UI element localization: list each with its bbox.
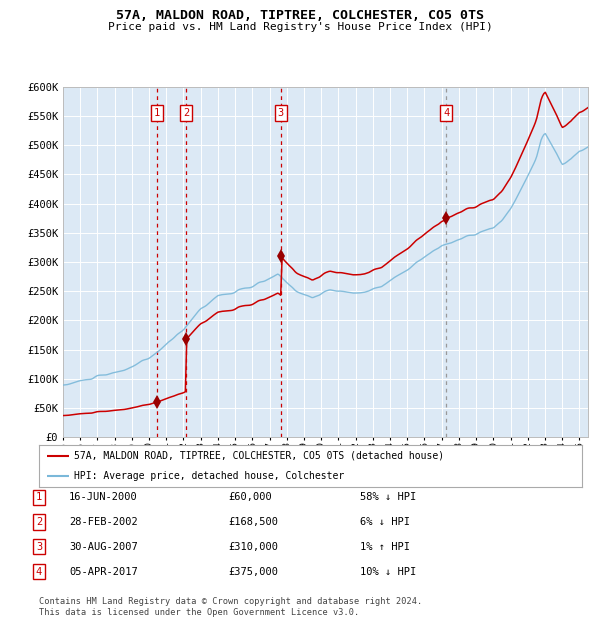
- Text: 4: 4: [36, 567, 42, 577]
- Text: 6% ↓ HPI: 6% ↓ HPI: [360, 517, 410, 527]
- Text: Contains HM Land Registry data © Crown copyright and database right 2024.
This d: Contains HM Land Registry data © Crown c…: [39, 598, 422, 617]
- Text: 2: 2: [36, 517, 42, 527]
- Text: Price paid vs. HM Land Registry's House Price Index (HPI): Price paid vs. HM Land Registry's House …: [107, 22, 493, 32]
- Text: 4: 4: [443, 108, 449, 118]
- Text: 10% ↓ HPI: 10% ↓ HPI: [360, 567, 416, 577]
- Text: 1% ↑ HPI: 1% ↑ HPI: [360, 542, 410, 552]
- Text: 58% ↓ HPI: 58% ↓ HPI: [360, 492, 416, 502]
- Text: £375,000: £375,000: [228, 567, 278, 577]
- Text: 1: 1: [154, 108, 160, 118]
- Text: 05-APR-2017: 05-APR-2017: [69, 567, 138, 577]
- Text: 3: 3: [278, 108, 284, 118]
- Text: £310,000: £310,000: [228, 542, 278, 552]
- Text: 3: 3: [36, 542, 42, 552]
- Text: 57A, MALDON ROAD, TIPTREE, COLCHESTER, CO5 0TS: 57A, MALDON ROAD, TIPTREE, COLCHESTER, C…: [116, 9, 484, 22]
- Text: £60,000: £60,000: [228, 492, 272, 502]
- Text: 16-JUN-2000: 16-JUN-2000: [69, 492, 138, 502]
- Text: 30-AUG-2007: 30-AUG-2007: [69, 542, 138, 552]
- Text: 1: 1: [36, 492, 42, 502]
- Text: 2: 2: [183, 108, 190, 118]
- Text: 28-FEB-2002: 28-FEB-2002: [69, 517, 138, 527]
- Text: HPI: Average price, detached house, Colchester: HPI: Average price, detached house, Colc…: [74, 471, 344, 481]
- Text: £168,500: £168,500: [228, 517, 278, 527]
- Text: 57A, MALDON ROAD, TIPTREE, COLCHESTER, CO5 0TS (detached house): 57A, MALDON ROAD, TIPTREE, COLCHESTER, C…: [74, 451, 445, 461]
